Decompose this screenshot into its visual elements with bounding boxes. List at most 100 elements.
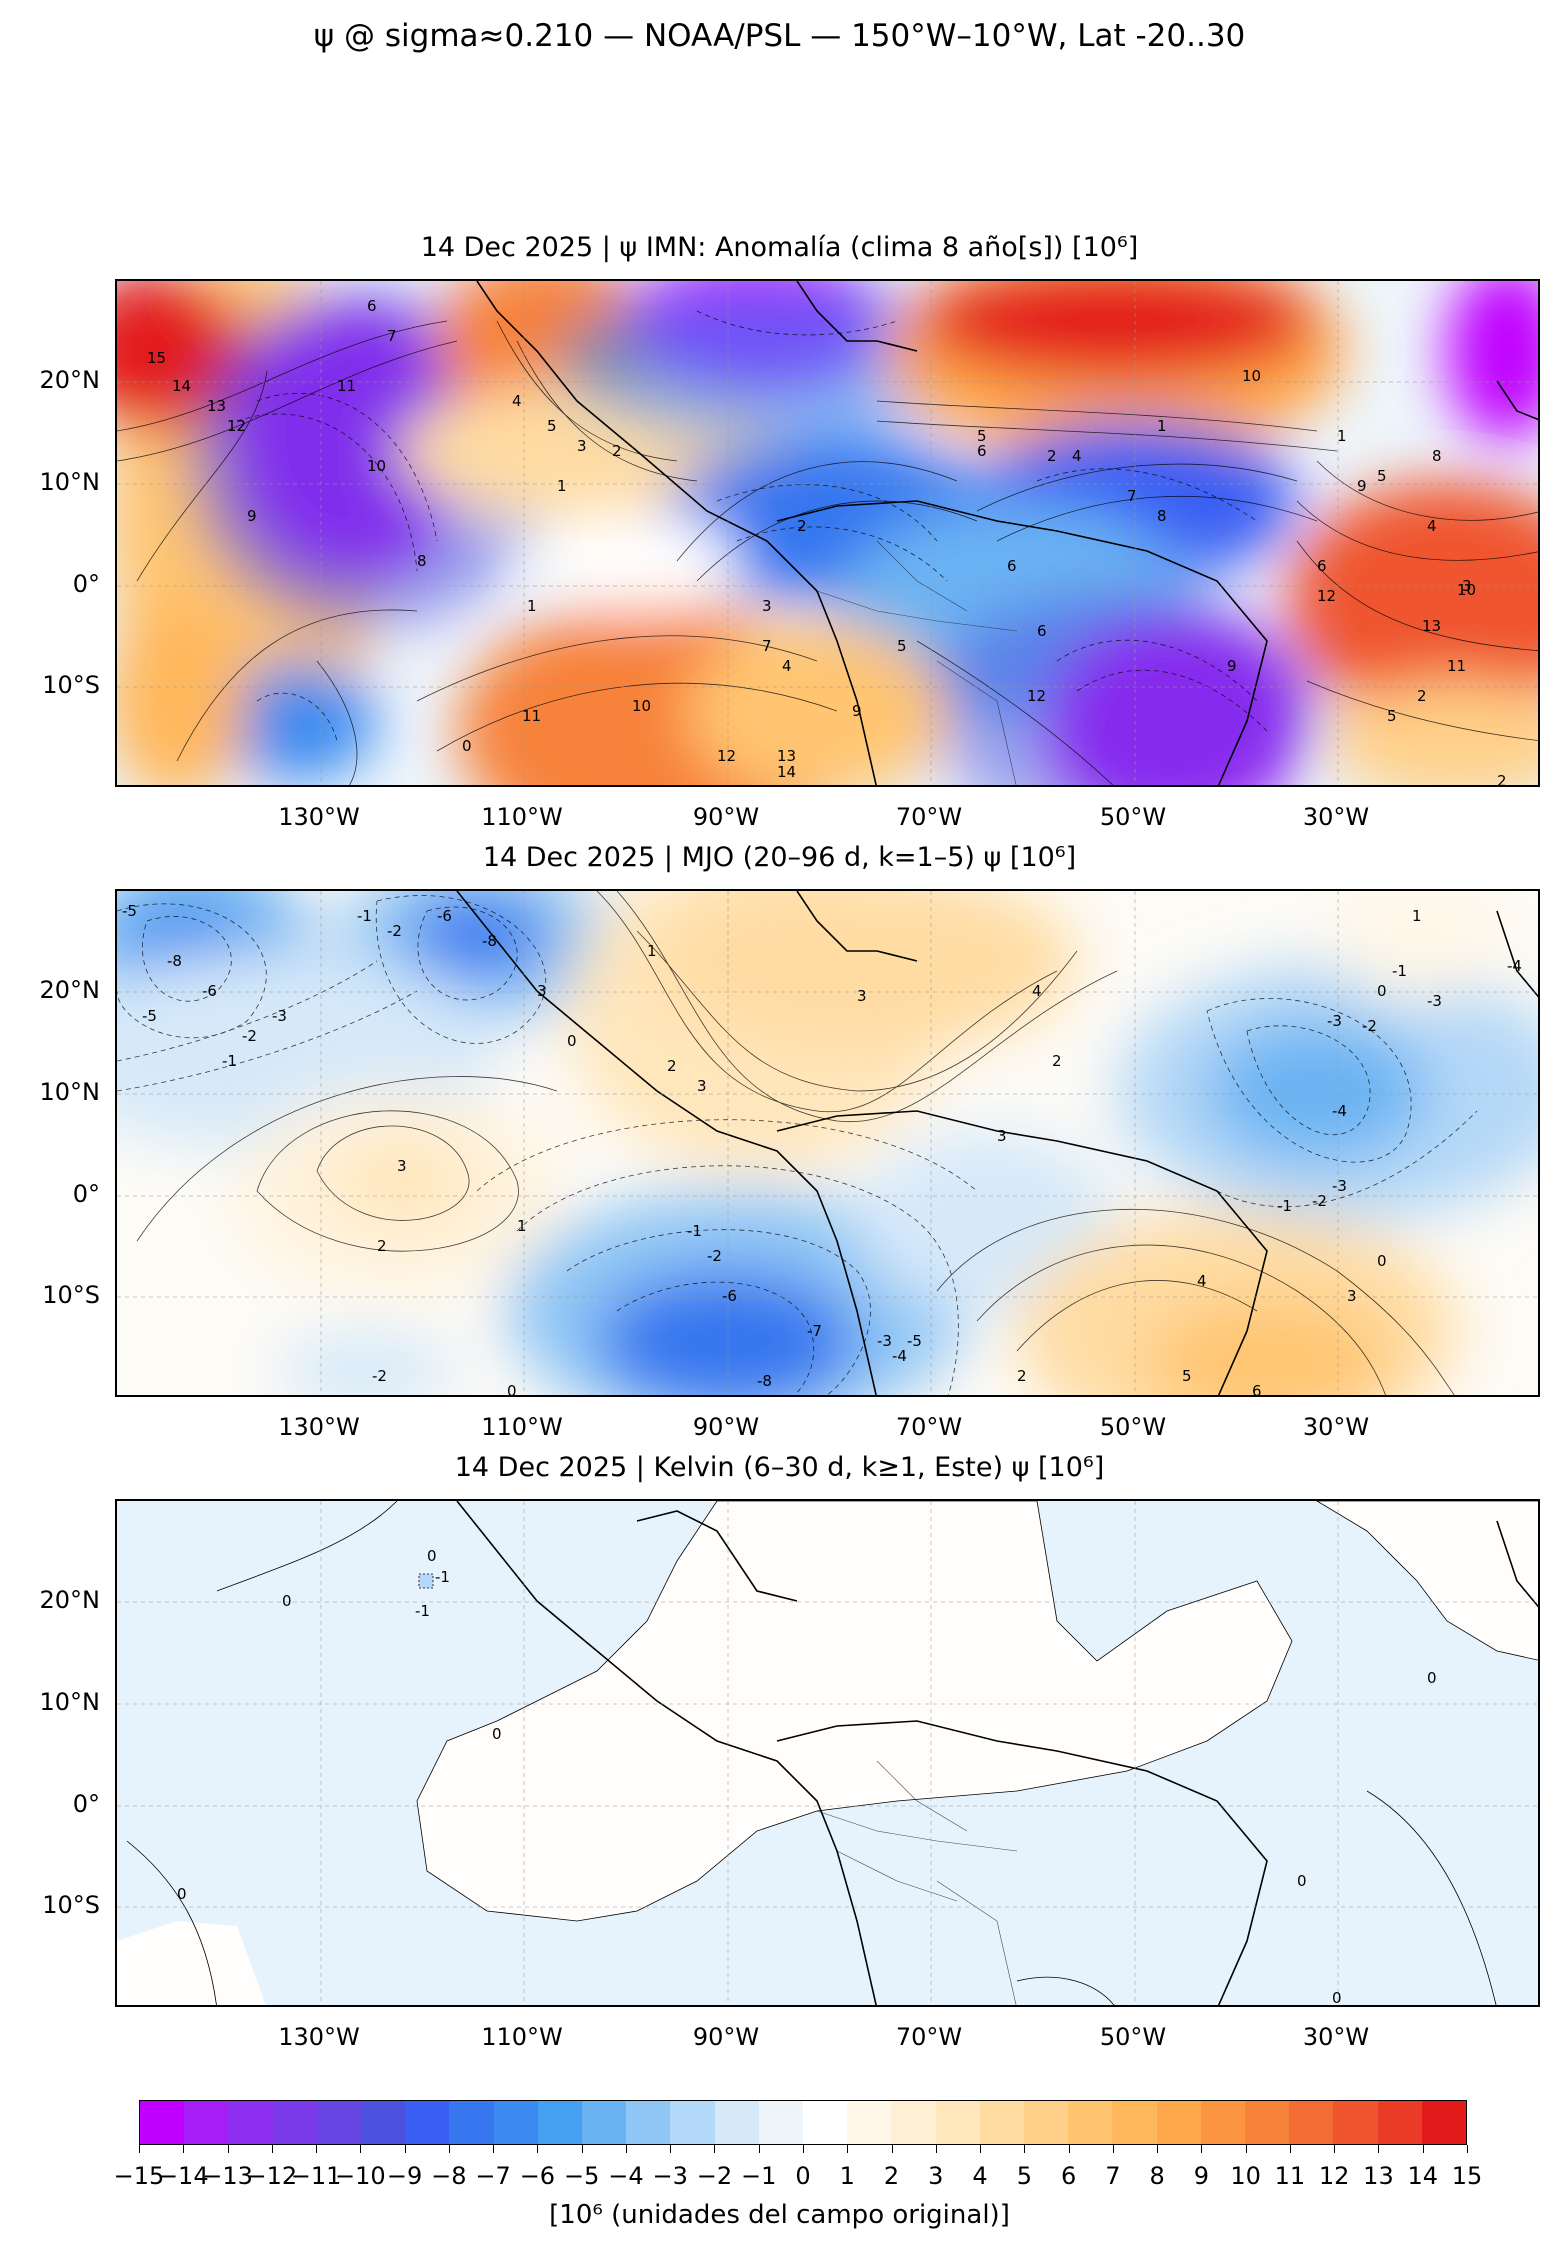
contour-label: 2: [797, 517, 807, 535]
contour-label: 1: [1337, 427, 1347, 445]
contour-label: -8: [757, 1372, 772, 1390]
colorbar-tick-mark: [183, 2145, 185, 2153]
contour-label: 2: [1017, 1367, 1027, 1385]
lat-label-20n: 20°N: [39, 1586, 101, 1614]
colorbar-tick-mark: [1157, 2145, 1159, 2153]
colorbar-tick-label: 10: [1230, 2162, 1261, 2190]
panel-title-kelvin: 14 Dec 2025 | Kelvin (6–30 d, k≥1, Este)…: [454, 1452, 1105, 1483]
contour-label: 13: [1422, 617, 1441, 635]
contour-label: -7: [807, 1322, 822, 1340]
colorbar-tick-mark: [1467, 2145, 1468, 2153]
colorbar-tick-mark: [980, 2145, 982, 2153]
contour-label: -1: [435, 1568, 450, 1586]
colorbar-tick-label: −9: [386, 2162, 423, 2190]
contour-label: 3: [1462, 577, 1472, 595]
lon-label-70w: 70°W: [895, 1413, 963, 1441]
colorbar-tick-mark: [1068, 2145, 1070, 2153]
contour-label: 5: [1387, 707, 1397, 725]
contour-label: -5: [142, 1007, 157, 1025]
colorbar-tick-mark: [670, 2145, 672, 2153]
contour-label: 3: [397, 1157, 407, 1175]
colorbar-segment: [1245, 2101, 1290, 2144]
colorbar-tick-mark: [1024, 2145, 1026, 2153]
colorbar-tick-label: 14: [1407, 2162, 1438, 2190]
contour-label: -2: [387, 922, 402, 940]
contour-label: 0: [1377, 1252, 1387, 1270]
contour-label: 13: [777, 747, 796, 765]
lat-label-10s: 10°S: [42, 1281, 100, 1309]
colorbar-tick-mark: [891, 2145, 893, 2153]
contour-label: 6: [1252, 1382, 1262, 1397]
contour-label: -3: [272, 1007, 287, 1025]
contour-label: 8: [417, 552, 427, 570]
colorbar-tick-mark: [1112, 2145, 1114, 2153]
colorbar-tick-mark: [139, 2145, 140, 2153]
contour-label: -3: [877, 1332, 892, 1350]
colorbar-tick-mark: [1245, 2145, 1247, 2153]
colorbar-tick-mark: [1201, 2145, 1203, 2153]
colorbar-segment: [1200, 2101, 1246, 2144]
contour-label: 14: [777, 763, 796, 781]
contour-label: -2: [242, 1027, 257, 1045]
contour-label: -3: [1327, 1012, 1342, 1030]
colorbar-tick-label: −7: [475, 2162, 511, 2190]
contour-label: 5: [1377, 467, 1387, 485]
colorbar-segment: [670, 2101, 715, 2144]
contour-label: 0: [282, 1592, 292, 1610]
colorbar-segment: [1333, 2101, 1378, 2144]
colorbar-segment: [935, 2101, 980, 2144]
colorbar-tick-label: 4: [972, 2162, 988, 2190]
anomaly-field: 15 14 13 12 11 10 9 8 7 6 5 4 3 2 1 0 1 …: [117, 281, 1538, 785]
colorbar-segment: [803, 2101, 848, 2144]
lat-label-0: 0°: [72, 1790, 100, 1818]
lat-label-0: 0°: [72, 1180, 100, 1208]
contour-label: 3: [762, 597, 772, 615]
lat-label-10n: 10°N: [39, 468, 101, 496]
colorbar-segment: [582, 2101, 627, 2144]
colorbar-tick-mark: [1378, 2145, 1380, 2153]
colorbar-tick-mark: [1289, 2145, 1291, 2153]
colorbar-tick-label: 0: [795, 2162, 811, 2190]
contour-label: 0: [567, 1032, 577, 1050]
contour-label: 4: [1072, 447, 1082, 465]
colorbar-tick-label: −15: [113, 2162, 165, 2190]
contour-label: -6: [202, 982, 217, 1000]
contour-label: 0: [462, 737, 472, 755]
contour-label: 1: [1412, 907, 1422, 925]
contour-label: 10: [1242, 367, 1261, 385]
contour-label: 0: [177, 1885, 187, 1903]
contour-label: 7: [1127, 487, 1137, 505]
contour-label: 11: [1447, 657, 1466, 675]
colorbar-segment: [449, 2101, 494, 2144]
colorbar-tick-mark: [714, 2145, 716, 2153]
colorbar-tick-mark: [404, 2145, 406, 2153]
colorbar-tick-mark: [227, 2145, 229, 2153]
contour-label: -5: [122, 902, 137, 920]
contour-label: 4: [1427, 517, 1437, 535]
lon-label-110w: 110°W: [481, 803, 563, 831]
contour-label: 4: [512, 392, 522, 410]
colorbar-tick-mark: [625, 2145, 627, 2153]
colorbar-tick-label: 13: [1363, 2162, 1394, 2190]
contour-label: 11: [337, 377, 356, 395]
colorbar-tick-label: −11: [290, 2162, 342, 2190]
contour-label: -2: [1362, 1017, 1377, 1035]
lon-label-130w: 130°W: [278, 803, 360, 831]
colorbar-tick-label: 7: [1105, 2162, 1121, 2190]
panel-title-anomaly: 14 Dec 2025 | ψ IMN: Anomalía (clima 8 a…: [420, 232, 1139, 263]
contour-label: 12: [717, 747, 736, 765]
lat-label-10s: 10°S: [42, 1891, 100, 1919]
contour-label: 3: [537, 982, 547, 1000]
colorbar-tick-label: 5: [1016, 2162, 1032, 2190]
colorbar-tick-label: 6: [1060, 2162, 1077, 2190]
colorbar-segment: [1024, 2101, 1069, 2144]
lon-label-50w: 50°W: [1099, 803, 1167, 831]
colorbar-tick-mark: [360, 2145, 362, 2153]
colorbar-tick-label: 9: [1193, 2162, 1210, 2190]
contour-label: -2: [372, 1367, 387, 1385]
colorbar-segment: [1112, 2101, 1157, 2144]
contour-label: 0: [1332, 1989, 1342, 2007]
colorbar-tick-label: −10: [335, 2162, 386, 2190]
contour-label: 6: [1317, 557, 1327, 575]
lat-label-10n: 10°N: [39, 1688, 101, 1716]
